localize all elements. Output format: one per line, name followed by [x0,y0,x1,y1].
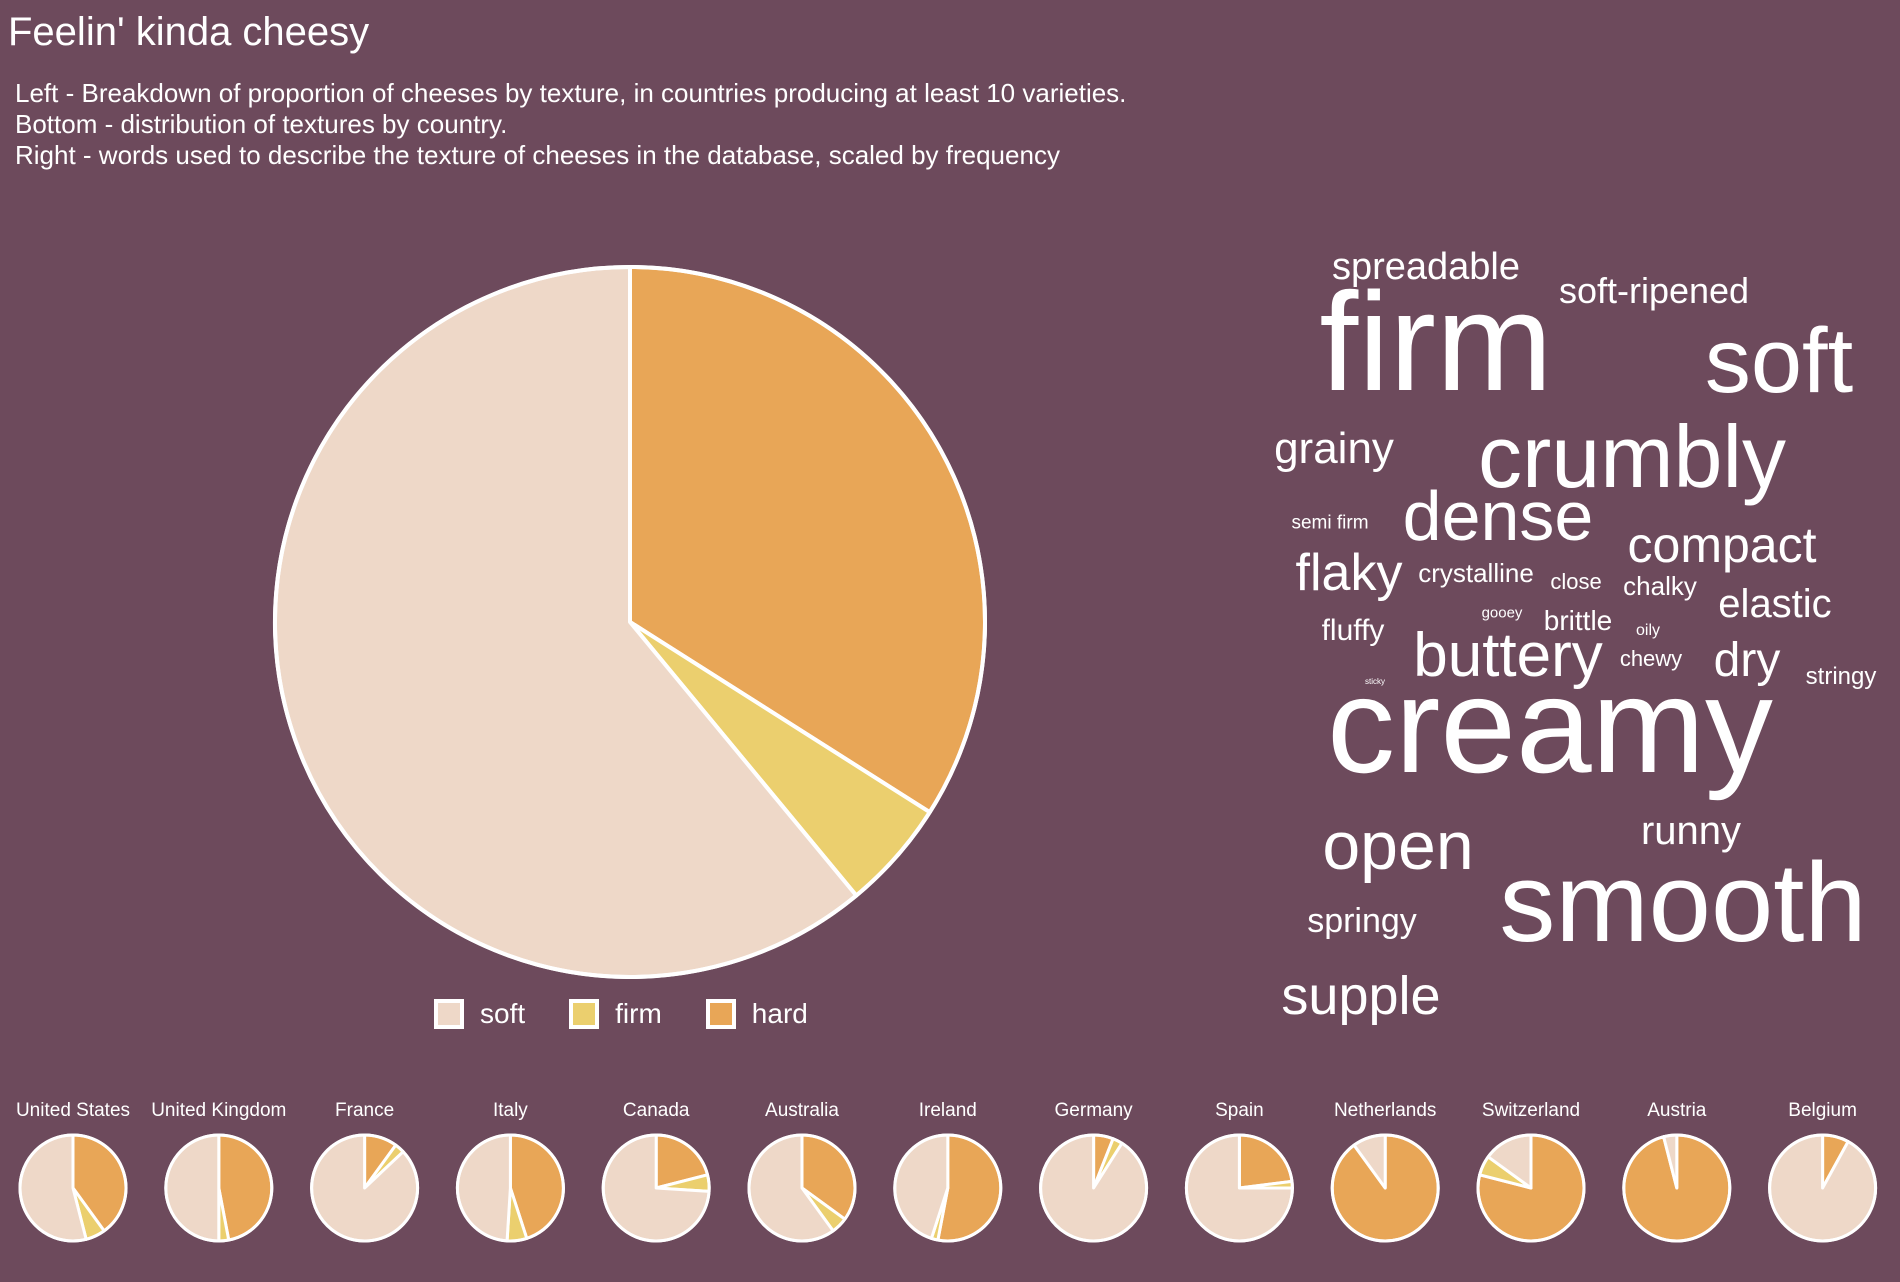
country-pie-outline [893,1133,1003,1243]
country-pie-outline [601,1133,711,1243]
word-cloud-word: fluffy [1321,614,1385,647]
word-cloud-word: runny [1640,809,1742,853]
word-cloud-word: buttery [1413,621,1603,690]
word-cloud-word: dense [1402,477,1594,555]
legend-swatch-hard [705,999,736,1029]
country-pie-slice-soft [455,1133,512,1243]
country-label: France [335,1100,395,1121]
word-cloud-word: brittle [1543,605,1613,636]
word-cloud-word: firm [1319,263,1553,420]
word-cloud-word: soft-ripened [1558,270,1750,311]
legend: soft firm hard [434,998,852,1030]
country-label: Ireland [918,1100,977,1121]
country-pie-outline [1768,1133,1878,1243]
legend-item-soft: soft [434,998,525,1030]
word-cloud-word: close [1550,569,1602,594]
subtitle-line: Bottom - distribution of textures by cou… [15,109,508,139]
word-cloud-word: semi firm [1291,512,1369,534]
word-cloud-word: crumbly [1477,407,1787,506]
word-cloud-word: supple [1281,966,1441,1026]
legend-label: hard [751,998,808,1029]
country-label: Netherlands [1333,1100,1437,1121]
country-label: United Kingdom [151,1100,287,1121]
word-cloud-word: creamy [1327,649,1773,801]
word-cloud-word: spreadable [1331,246,1521,288]
word-cloud-word: open [1322,808,1474,884]
country-pie-outline [164,1133,274,1243]
word-cloud-word: chewy [1619,646,1683,671]
word-cloud-word: compact [1627,517,1817,573]
country-label: Canada [622,1100,690,1121]
word-cloud-word: gooey [1481,604,1523,622]
country-pie-outline [1622,1133,1732,1243]
word-cloud-word: flaky [1295,544,1403,602]
word-cloud-word: springy [1307,902,1417,940]
country-label: Switzerland [1481,1100,1581,1121]
country-pie-outline [1476,1133,1586,1243]
country-pie-charts: United States United Kingdom France Italy Ca… [0,1095,1900,1245]
country-pie-outline [1330,1133,1440,1243]
country-pie-outline [455,1133,565,1243]
word-cloud-word: elastic [1718,582,1832,626]
word-cloud-word: chalky [1623,571,1697,601]
country-pie-outline [747,1133,857,1243]
country-pie-slice-soft [164,1133,221,1243]
word-cloud-word: dry [1713,634,1781,687]
country-label: Belgium [1788,1100,1857,1121]
word-cloud-word: sticky [1365,677,1385,686]
texture-word-cloud: creamy firm smooth crumbly soft open dense butt… [1250,220,1900,1040]
word-cloud-word: grainy [1274,424,1394,473]
legend-swatch-soft [434,999,464,1029]
country-pie-outline [1039,1133,1149,1243]
country-label: Spain [1215,1100,1264,1121]
word-cloud-word: crystalline [1418,558,1534,588]
chart-title: Feelin' kinda cheesy [8,10,370,54]
main-pie-chart [273,265,987,979]
chart-subtitle: Left - Breakdown of proportion of cheese… [15,78,1126,171]
word-cloud-word: soft [1704,310,1854,412]
legend-item-hard: hard [705,998,808,1030]
country-label: Italy [492,1100,528,1121]
legend-label: soft [480,998,526,1029]
country-label: Austria [1647,1100,1707,1121]
word-cloud-word: stringy [1805,663,1877,690]
main-pie-outline [273,265,987,979]
legend-item-firm: firm [569,998,662,1030]
country-label: Germany [1054,1100,1133,1121]
country-pie-outline [310,1133,420,1243]
legend-swatch-firm [569,999,600,1029]
word-cloud-word: smooth [1499,840,1867,965]
country-pie-outline [18,1133,128,1243]
word-cloud-word: oily [1635,622,1661,639]
subtitle-line: Right - words used to describe the textu… [15,140,1060,170]
legend-label: firm [615,998,662,1029]
country-pie-outline [1184,1133,1294,1243]
country-label: Australia [765,1100,839,1121]
country-pies-svg [18,1133,1878,1243]
subtitle-line: Left - Breakdown of proportion of cheese… [15,78,1127,108]
country-label: United States [15,1100,131,1121]
